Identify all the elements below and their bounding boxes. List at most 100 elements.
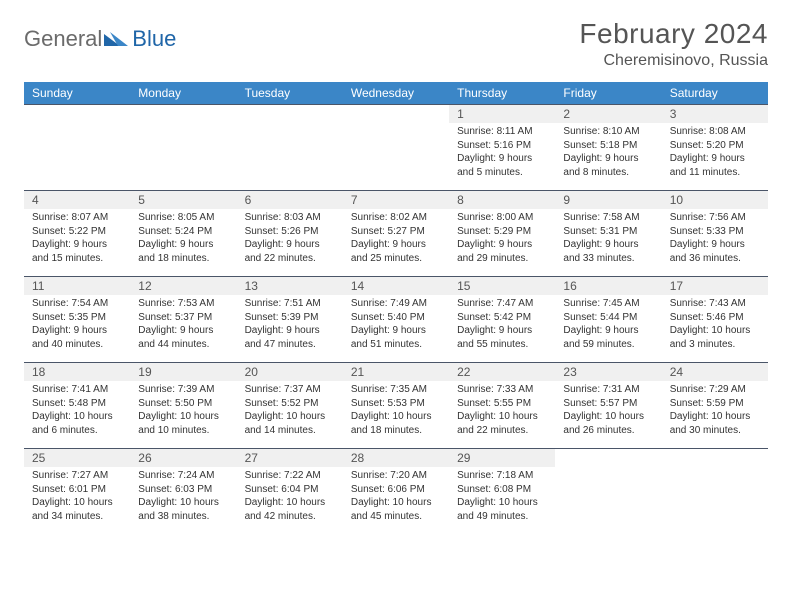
calendar-day-cell: 27Sunrise: 7:22 AMSunset: 6:04 PMDayligh… — [237, 449, 343, 535]
calendar-day-cell: 21Sunrise: 7:35 AMSunset: 5:53 PMDayligh… — [343, 363, 449, 449]
day-number: 1 — [449, 105, 555, 123]
day-details: Sunrise: 7:35 AMSunset: 5:53 PMDaylight:… — [343, 381, 449, 441]
day-details: Sunrise: 7:58 AMSunset: 5:31 PMDaylight:… — [555, 209, 661, 269]
calendar-day-cell: 19Sunrise: 7:39 AMSunset: 5:50 PMDayligh… — [130, 363, 236, 449]
day-details: Sunrise: 8:00 AMSunset: 5:29 PMDaylight:… — [449, 209, 555, 269]
day-details: Sunrise: 8:02 AMSunset: 5:27 PMDaylight:… — [343, 209, 449, 269]
calendar-day-cell: 8Sunrise: 8:00 AMSunset: 5:29 PMDaylight… — [449, 191, 555, 277]
day-details: Sunrise: 8:07 AMSunset: 5:22 PMDaylight:… — [24, 209, 130, 269]
day-details: Sunrise: 7:41 AMSunset: 5:48 PMDaylight:… — [24, 381, 130, 441]
day-details: Sunrise: 7:20 AMSunset: 6:06 PMDaylight:… — [343, 467, 449, 527]
calendar-day-cell: 23Sunrise: 7:31 AMSunset: 5:57 PMDayligh… — [555, 363, 661, 449]
brand-logo: General Blue — [24, 18, 176, 54]
day-details: Sunrise: 7:39 AMSunset: 5:50 PMDaylight:… — [130, 381, 236, 441]
weekday-header: Monday — [130, 82, 236, 105]
calendar-day-cell — [237, 105, 343, 191]
day-number: 12 — [130, 277, 236, 295]
calendar-week-row: 25Sunrise: 7:27 AMSunset: 6:01 PMDayligh… — [24, 449, 768, 535]
calendar-day-cell: 1Sunrise: 8:11 AMSunset: 5:16 PMDaylight… — [449, 105, 555, 191]
calendar-week-row: 1Sunrise: 8:11 AMSunset: 5:16 PMDaylight… — [24, 105, 768, 191]
calendar-day-cell: 16Sunrise: 7:45 AMSunset: 5:44 PMDayligh… — [555, 277, 661, 363]
calendar-day-cell: 10Sunrise: 7:56 AMSunset: 5:33 PMDayligh… — [662, 191, 768, 277]
day-number: 27 — [237, 449, 343, 467]
day-number: 7 — [343, 191, 449, 209]
day-details: Sunrise: 7:31 AMSunset: 5:57 PMDaylight:… — [555, 381, 661, 441]
day-details: Sunrise: 8:10 AMSunset: 5:18 PMDaylight:… — [555, 123, 661, 183]
day-number: 29 — [449, 449, 555, 467]
calendar-day-cell: 25Sunrise: 7:27 AMSunset: 6:01 PMDayligh… — [24, 449, 130, 535]
weekday-header: Sunday — [24, 82, 130, 105]
page-title: February 2024 — [579, 18, 768, 50]
day-number: 2 — [555, 105, 661, 123]
day-details: Sunrise: 7:49 AMSunset: 5:40 PMDaylight:… — [343, 295, 449, 355]
calendar-day-cell: 28Sunrise: 7:20 AMSunset: 6:06 PMDayligh… — [343, 449, 449, 535]
brand-text-2: Blue — [132, 26, 176, 52]
calendar-week-row: 4Sunrise: 8:07 AMSunset: 5:22 PMDaylight… — [24, 191, 768, 277]
calendar-day-cell: 15Sunrise: 7:47 AMSunset: 5:42 PMDayligh… — [449, 277, 555, 363]
day-details: Sunrise: 8:08 AMSunset: 5:20 PMDaylight:… — [662, 123, 768, 183]
calendar-day-cell — [24, 105, 130, 191]
day-number: 13 — [237, 277, 343, 295]
calendar-day-cell: 14Sunrise: 7:49 AMSunset: 5:40 PMDayligh… — [343, 277, 449, 363]
calendar-day-cell — [130, 105, 236, 191]
day-details: Sunrise: 7:54 AMSunset: 5:35 PMDaylight:… — [24, 295, 130, 355]
calendar-day-cell: 26Sunrise: 7:24 AMSunset: 6:03 PMDayligh… — [130, 449, 236, 535]
day-details: Sunrise: 7:24 AMSunset: 6:03 PMDaylight:… — [130, 467, 236, 527]
calendar-day-cell: 18Sunrise: 7:41 AMSunset: 5:48 PMDayligh… — [24, 363, 130, 449]
calendar-day-cell — [555, 449, 661, 535]
day-details: Sunrise: 8:11 AMSunset: 5:16 PMDaylight:… — [449, 123, 555, 183]
day-number: 9 — [555, 191, 661, 209]
day-number: 20 — [237, 363, 343, 381]
day-number: 17 — [662, 277, 768, 295]
brand-text-1: General — [24, 26, 102, 52]
day-details: Sunrise: 7:56 AMSunset: 5:33 PMDaylight:… — [662, 209, 768, 269]
calendar-day-cell: 7Sunrise: 8:02 AMSunset: 5:27 PMDaylight… — [343, 191, 449, 277]
day-number: 5 — [130, 191, 236, 209]
calendar-week-row: 18Sunrise: 7:41 AMSunset: 5:48 PMDayligh… — [24, 363, 768, 449]
day-details: Sunrise: 7:43 AMSunset: 5:46 PMDaylight:… — [662, 295, 768, 355]
header: General Blue February 2024 Cheremisinovo… — [24, 18, 768, 70]
day-details: Sunrise: 7:45 AMSunset: 5:44 PMDaylight:… — [555, 295, 661, 355]
calendar-day-cell: 20Sunrise: 7:37 AMSunset: 5:52 PMDayligh… — [237, 363, 343, 449]
calendar-week-row: 11Sunrise: 7:54 AMSunset: 5:35 PMDayligh… — [24, 277, 768, 363]
weekday-header: Thursday — [449, 82, 555, 105]
day-number: 24 — [662, 363, 768, 381]
day-number: 10 — [662, 191, 768, 209]
calendar-table: SundayMondayTuesdayWednesdayThursdayFrid… — [24, 82, 768, 535]
day-details: Sunrise: 8:05 AMSunset: 5:24 PMDaylight:… — [130, 209, 236, 269]
day-number: 25 — [24, 449, 130, 467]
calendar-day-cell: 6Sunrise: 8:03 AMSunset: 5:26 PMDaylight… — [237, 191, 343, 277]
calendar-day-cell: 2Sunrise: 8:10 AMSunset: 5:18 PMDaylight… — [555, 105, 661, 191]
calendar-day-cell: 12Sunrise: 7:53 AMSunset: 5:37 PMDayligh… — [130, 277, 236, 363]
weekday-header: Wednesday — [343, 82, 449, 105]
calendar-day-cell: 22Sunrise: 7:33 AMSunset: 5:55 PMDayligh… — [449, 363, 555, 449]
calendar-day-cell: 13Sunrise: 7:51 AMSunset: 5:39 PMDayligh… — [237, 277, 343, 363]
calendar-day-cell — [343, 105, 449, 191]
calendar-day-cell: 5Sunrise: 8:05 AMSunset: 5:24 PMDaylight… — [130, 191, 236, 277]
day-number: 21 — [343, 363, 449, 381]
day-details: Sunrise: 7:51 AMSunset: 5:39 PMDaylight:… — [237, 295, 343, 355]
day-number: 15 — [449, 277, 555, 295]
calendar-day-cell: 3Sunrise: 8:08 AMSunset: 5:20 PMDaylight… — [662, 105, 768, 191]
day-details: Sunrise: 7:33 AMSunset: 5:55 PMDaylight:… — [449, 381, 555, 441]
day-number: 23 — [555, 363, 661, 381]
day-number: 22 — [449, 363, 555, 381]
calendar-day-cell: 29Sunrise: 7:18 AMSunset: 6:08 PMDayligh… — [449, 449, 555, 535]
day-details: Sunrise: 8:03 AMSunset: 5:26 PMDaylight:… — [237, 209, 343, 269]
calendar-day-cell: 4Sunrise: 8:07 AMSunset: 5:22 PMDaylight… — [24, 191, 130, 277]
weekday-header: Saturday — [662, 82, 768, 105]
calendar-day-cell: 9Sunrise: 7:58 AMSunset: 5:31 PMDaylight… — [555, 191, 661, 277]
logo-icon — [104, 28, 132, 54]
weekday-header: Friday — [555, 82, 661, 105]
day-number: 14 — [343, 277, 449, 295]
weekday-header: Tuesday — [237, 82, 343, 105]
day-details: Sunrise: 7:47 AMSunset: 5:42 PMDaylight:… — [449, 295, 555, 355]
day-details: Sunrise: 7:22 AMSunset: 6:04 PMDaylight:… — [237, 467, 343, 527]
calendar-day-cell: 17Sunrise: 7:43 AMSunset: 5:46 PMDayligh… — [662, 277, 768, 363]
day-number: 26 — [130, 449, 236, 467]
day-number: 28 — [343, 449, 449, 467]
title-block: February 2024 Cheremisinovo, Russia — [579, 18, 768, 70]
day-number: 3 — [662, 105, 768, 123]
location-text: Cheremisinovo, Russia — [579, 52, 768, 70]
calendar-body: 1Sunrise: 8:11 AMSunset: 5:16 PMDaylight… — [24, 105, 768, 535]
